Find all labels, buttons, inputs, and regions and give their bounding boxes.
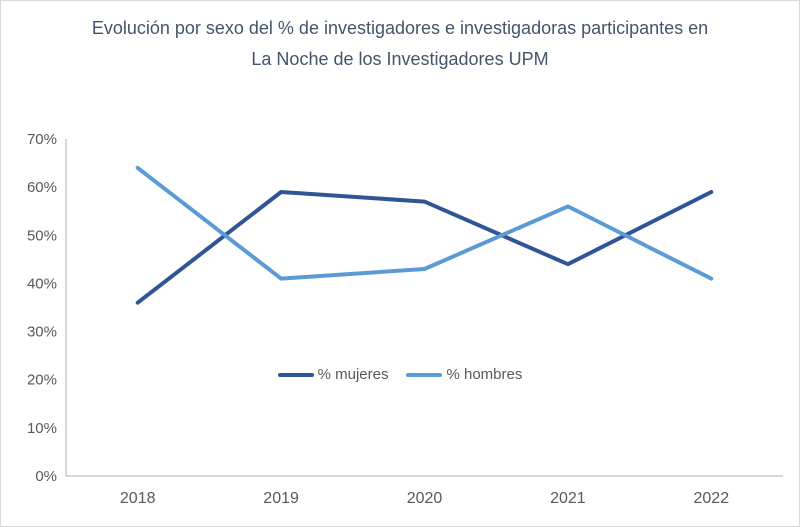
y-tick-label: 20% xyxy=(27,372,57,389)
x-tick-label: 2018 xyxy=(120,490,156,507)
chart-title: Evolución por sexo del % de investigador… xyxy=(91,18,709,69)
x-tick-label: 2020 xyxy=(407,490,443,507)
legend-line-swatch xyxy=(406,372,443,377)
legend-item-0: % mujeres xyxy=(277,366,389,383)
legend-label: % mujeres xyxy=(317,366,389,383)
y-tick-label: 50% xyxy=(27,227,57,244)
series-line-0 xyxy=(135,190,714,305)
legend-item-1: % hombres xyxy=(406,367,522,382)
y-tick-label: 60% xyxy=(27,179,57,196)
y-tick-label: 0% xyxy=(35,468,57,485)
y-tick-label: 70% xyxy=(27,131,57,148)
x-tick-label: 2021 xyxy=(550,490,586,507)
y-tick-label: 10% xyxy=(27,420,57,437)
x-tick-label: 2022 xyxy=(694,490,730,507)
series-line-1 xyxy=(135,165,714,281)
chart-legend: % mujeres % hombres xyxy=(1,367,799,382)
legend-line-swatch xyxy=(277,372,314,377)
y-tick-label: 30% xyxy=(27,324,57,341)
legend-label: % hombres xyxy=(446,366,523,383)
chart-title-area: Evolución por sexo del % de investigador… xyxy=(1,13,799,75)
x-tick-label: 2019 xyxy=(263,490,299,507)
y-tick-label: 40% xyxy=(27,275,57,292)
